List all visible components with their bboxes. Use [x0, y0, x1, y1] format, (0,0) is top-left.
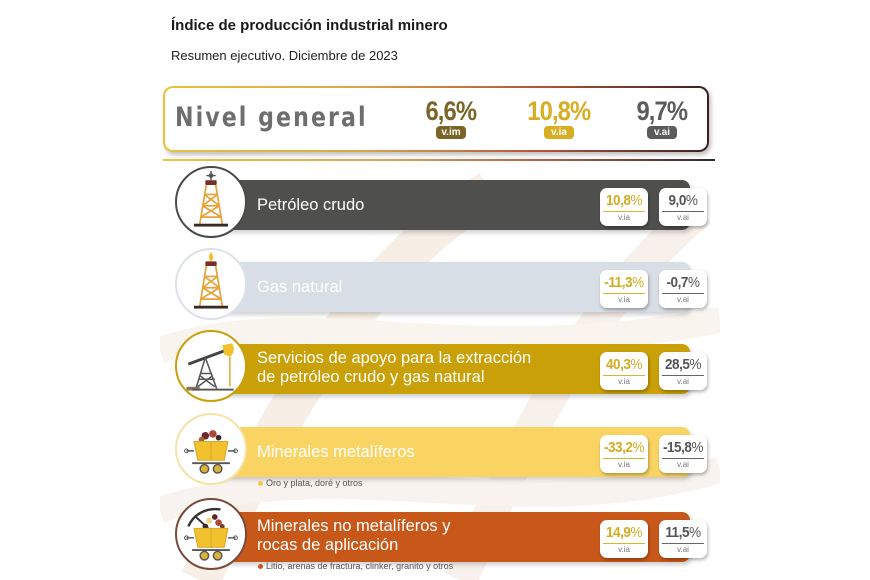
general-stat-tag: v.ia	[544, 126, 574, 139]
badge-vai: -15,8% v.ai	[659, 435, 707, 473]
badge-vai: 9,0% v.ai	[659, 188, 707, 226]
percent-sign: %	[630, 356, 643, 373]
badge-via: 40,3% v.ia	[600, 352, 648, 390]
general-stat-via: 10,8% v.ia	[519, 96, 599, 139]
percent-sign: %	[691, 439, 704, 456]
bullet-dot-icon	[258, 481, 263, 487]
category-label-line1: Minerales no metalíferos y	[257, 517, 451, 535]
category-bar: Servicios de apoyo para la extracción de…	[207, 344, 707, 394]
badge-tag: v.ai	[677, 377, 689, 386]
badge-via: -11,3% v.ia	[600, 270, 648, 308]
divider-line	[163, 159, 715, 161]
badge-tag: v.ai	[677, 460, 689, 469]
badge-tag: v.ia	[618, 545, 630, 554]
percent-sign: %	[687, 274, 700, 291]
percent-sign: %	[630, 192, 643, 209]
badge-vai: -0,7% v.ai	[659, 270, 707, 308]
percent-sign: %	[689, 524, 701, 541]
general-stat-value: 6,6%	[425, 96, 478, 126]
general-level-label: Nivel general	[175, 102, 368, 133]
gas-derrick-icon	[175, 248, 247, 320]
percent-sign: %	[632, 439, 645, 456]
category-label-line2: de petróleo crudo y gas natural	[257, 368, 485, 386]
badge-tag: v.ia	[618, 213, 630, 222]
category-row-petroleo: Petróleo crudo 10,8% v.ia 9,0% v.ai	[175, 166, 707, 238]
category-row-gas: Gas natural -11,3% v.ia -0,7% v.ai	[175, 248, 707, 320]
badge-value: 10,8	[605, 192, 631, 209]
badge-tag: v.ai	[677, 213, 689, 222]
bullet-dot-icon	[258, 564, 263, 570]
category-bar: Gas natural -11,3% v.ia -0,7% v.ai	[207, 262, 707, 312]
badge-vai: 28,5% v.ai	[659, 352, 707, 390]
oil-derrick-icon	[175, 166, 247, 238]
badge-value: -0,7	[666, 274, 688, 291]
category-row-metaliferos: Minerales metalíferos -33,2% v.ia -15,8%…	[175, 413, 707, 485]
category-row-no-metaliferos: Minerales no metalíferos y rocas de apli…	[175, 498, 707, 570]
category-bar: Minerales no metalíferos y rocas de apli…	[207, 512, 707, 562]
category-row-servicios: Servicios de apoyo para la extracción de…	[175, 330, 707, 402]
category-label-line1: Servicios de apoyo para la extracción	[257, 349, 532, 367]
general-stat-vim: 6,6% v.im	[421, 96, 481, 139]
badge-value: -11,3	[604, 274, 633, 291]
pumpjack-icon	[175, 330, 247, 402]
note-text: Oro y plata, doré y otros	[266, 478, 363, 488]
mine-cart-icon	[175, 413, 247, 485]
badge-via: 14,9% v.ia	[600, 520, 648, 558]
badge-value: 11,5	[665, 524, 690, 541]
badge-tag: v.ai	[677, 545, 689, 554]
badge-via: 10,8% v.ia	[600, 188, 648, 226]
general-level-panel: Nivel general 6,6% v.im 10,8% v.ia 9,7% …	[163, 86, 709, 152]
category-label: Servicios de apoyo para la extracción de…	[257, 349, 531, 387]
category-label: Gas natural	[257, 278, 343, 296]
badge-vai: 11,5% v.ai	[659, 520, 707, 558]
category-label: Petróleo crudo	[257, 196, 365, 214]
category-note-no-metaliferos: Litio, arenas de fractura, clinker, gran…	[258, 561, 453, 571]
percent-sign: %	[689, 356, 702, 373]
category-bar: Minerales metalíferos -33,2% v.ia -15,8%…	[207, 427, 707, 477]
badge-value: 9,0	[668, 192, 687, 209]
category-label-line2: rocas de aplicación	[257, 536, 399, 554]
category-label: Minerales metalíferos	[257, 443, 415, 461]
badge-tag: v.ia	[618, 460, 630, 469]
badge-via: -33,2% v.ia	[600, 435, 648, 473]
general-stat-value: 10,8%	[527, 96, 592, 126]
percent-sign: %	[632, 274, 644, 291]
general-stat-value: 9,7%	[636, 96, 689, 126]
badge-value: 40,3	[605, 356, 631, 373]
badge-value: -33,2	[603, 439, 633, 456]
percent-sign: %	[630, 524, 643, 541]
note-text: Litio, arenas de fractura, clinker, gran…	[266, 561, 454, 571]
category-bar: Petróleo crudo 10,8% v.ia 9,0% v.ai	[207, 180, 707, 230]
badge-value: 28,5	[664, 356, 690, 373]
pickaxe-cart-icon	[175, 498, 247, 570]
general-stat-tag: v.im	[436, 126, 466, 139]
page-subtitle: Resumen ejecutivo. Diciembre de 2023	[171, 48, 398, 63]
page-title: Índice de producción industrial minero	[171, 17, 448, 34]
badge-tag: v.ai	[677, 295, 689, 304]
badge-tag: v.ia	[618, 377, 630, 386]
percent-sign: %	[685, 192, 698, 209]
category-note-metaliferos: Oro y plata, doré y otros	[258, 478, 363, 488]
badge-tag: v.ia	[618, 295, 630, 304]
badge-value: 14,9	[605, 524, 631, 541]
general-stat-tag: v.ai	[647, 126, 677, 139]
general-stat-vai: 9,7% v.ai	[632, 96, 692, 139]
category-label: Minerales no metalíferos y rocas de apli…	[257, 517, 451, 555]
badge-value: -15,8	[662, 439, 692, 456]
